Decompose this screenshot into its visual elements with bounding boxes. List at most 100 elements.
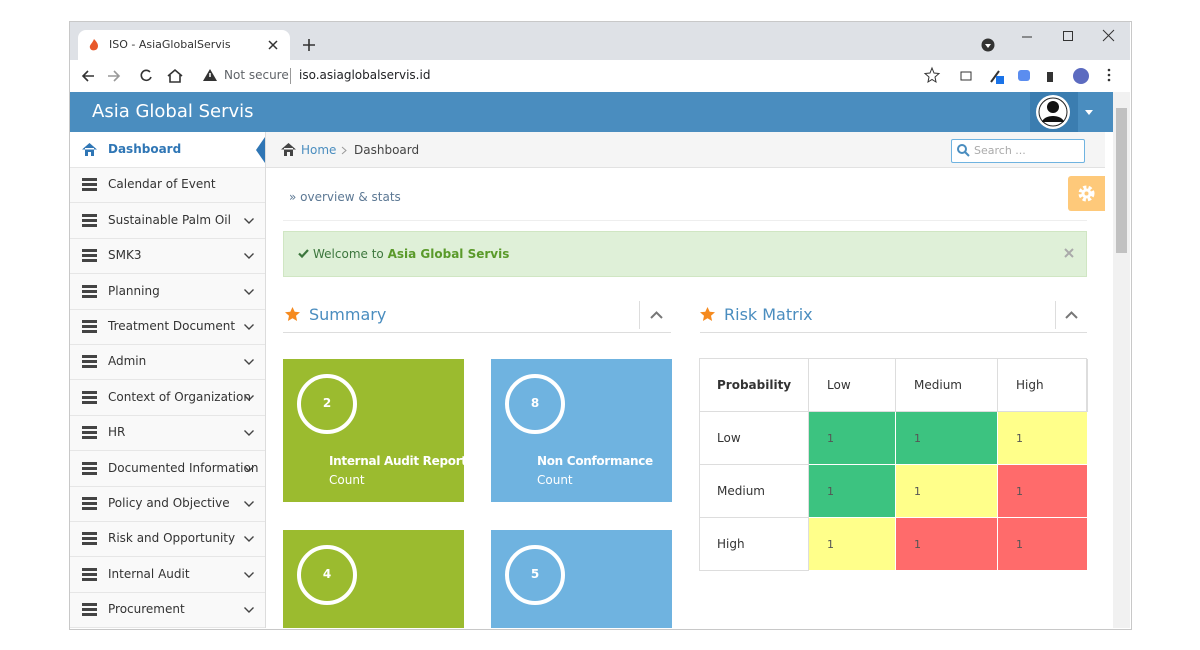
settings-button[interactable] (1068, 176, 1105, 211)
icon-part (82, 542, 97, 546)
maximize[interactable] (1063, 31, 1073, 41)
icon-part (82, 213, 97, 217)
toolbar-icons[interactable] (923, 66, 1120, 84)
tab-title: ISO - AsiaGlobalServis (109, 38, 231, 51)
tab-close[interactable] (268, 40, 278, 50)
summary-divider (639, 301, 640, 329)
table-header-cell: Low (809, 359, 896, 412)
security-label[interactable]: Not secure (224, 68, 289, 82)
close-window[interactable] (1102, 29, 1115, 42)
nav-buttons[interactable] (81, 68, 192, 83)
icon-part (244, 501, 254, 507)
app-header: Asia Global Servis (70, 92, 1113, 132)
icon-part (256, 137, 265, 163)
sidebar-item[interactable]: Procurement (70, 592, 265, 628)
summary-tile[interactable]: 2 Internal Audit Report Count (283, 359, 467, 502)
icon-part (82, 249, 97, 253)
sidebar-item[interactable]: Sustainable Palm Oil (70, 203, 265, 239)
minimize[interactable] (1022, 36, 1032, 38)
sidebar-label: Context of Organization (108, 389, 251, 404)
url[interactable]: iso.asiaglobalservis.id (299, 68, 431, 82)
sidebar-item[interactable]: Calendar of Event (70, 167, 265, 204)
summary-tile[interactable]: 4 (283, 530, 464, 628)
risk-star (700, 307, 715, 321)
page-subtitle: » overview & stats (289, 190, 401, 204)
sidebar-label: Sustainable Palm Oil (108, 212, 231, 227)
tile-circle (297, 545, 357, 605)
sidebar: Dashboard Calendar of Event Sustainable Pa… (70, 132, 266, 628)
icon-part (244, 324, 254, 330)
summary-collapse[interactable] (650, 311, 663, 319)
sidebar-chevron (244, 465, 254, 472)
icon-part (82, 178, 97, 182)
icon-part (82, 400, 97, 404)
sidebar-item[interactable]: SMK3 (70, 238, 265, 275)
sidebar-item[interactable]: HR (70, 415, 265, 452)
alert-close[interactable] (1064, 248, 1074, 258)
scroll-thumb[interactable] (1116, 108, 1127, 253)
app-title[interactable]: Asia Global Servis (92, 101, 254, 122)
icon-part (82, 431, 97, 435)
icon-part (1102, 29, 1115, 42)
icon-part (82, 572, 97, 576)
icon-part (82, 497, 97, 500)
scrollbar[interactable] (1113, 92, 1130, 628)
sidebar-item[interactable]: Admin (70, 344, 265, 381)
icon-part (1047, 101, 1059, 113)
summary-tile[interactable]: 8 Non Conformance Count (491, 359, 672, 502)
sidebar-icon (82, 355, 97, 369)
icon-part (1107, 73, 1111, 77)
row-label: Low (717, 431, 741, 445)
new-tab[interactable] (303, 39, 315, 51)
icon-part (82, 365, 97, 369)
icon-part (82, 218, 97, 222)
sidebar-item[interactable]: Risk and Opportunity (70, 521, 265, 558)
icon-part (244, 607, 254, 614)
sidebar-item[interactable]: Internal Audit (70, 557, 265, 593)
profile-menu[interactable] (981, 38, 995, 52)
icon-part (244, 571, 254, 578)
sidebar-item[interactable]: Treatment Document (70, 309, 265, 345)
icon-part (82, 390, 97, 394)
avatar[interactable] (1035, 94, 1071, 130)
matrix-cell: 1 (998, 518, 1088, 571)
alert-text: Welcome to (313, 247, 384, 261)
icon-part (1042, 116, 1064, 122)
risk-divider (1055, 301, 1056, 329)
icon-part (82, 461, 97, 465)
sidebar-item[interactable]: Context of Organization (70, 380, 265, 416)
matrix-cell: 1 (809, 412, 896, 465)
matrix-cell: 1 (896, 412, 998, 465)
risk-collapse[interactable] (1065, 311, 1078, 319)
active-marker (256, 137, 265, 163)
icon-part (1065, 311, 1078, 319)
icon-part (700, 307, 715, 321)
check-icon (298, 249, 309, 259)
separator (290, 68, 291, 84)
sidebar-label: Policy and Objective (108, 496, 230, 510)
sidebar-item[interactable]: Documented Information (70, 451, 265, 487)
sidebar-chevron (244, 394, 254, 401)
sidebar-label: Treatment Document (108, 319, 236, 333)
search-box[interactable]: Search ... (951, 139, 1085, 163)
icon-part (1063, 31, 1073, 41)
icon-part (82, 426, 97, 430)
matrix-cell: 1 (998, 465, 1088, 518)
sidebar-chevron (244, 501, 254, 507)
breadcrumb-home[interactable]: Home (301, 143, 337, 157)
tab[interactable]: ISO - AsiaGlobalServis (78, 30, 290, 60)
sidebar-item[interactable]: Planning (70, 274, 265, 310)
sidebar-icon (82, 461, 97, 475)
avatar-caret[interactable] (1085, 110, 1093, 115)
sidebar-item[interactable]: Dashboard (70, 132, 265, 168)
cell-value: 1 (827, 538, 834, 551)
icon-part (82, 188, 97, 192)
summary-tile[interactable]: 5 (491, 530, 672, 628)
icon-part (82, 325, 97, 328)
sidebar-icon (82, 390, 97, 404)
sidebar-item[interactable]: Policy and Objective (70, 486, 265, 522)
icon-part (82, 567, 97, 571)
sidebar-label: Admin (108, 354, 147, 369)
sidebar-label: Internal Audit (108, 566, 190, 581)
table-header-cell: Probability (700, 359, 809, 412)
